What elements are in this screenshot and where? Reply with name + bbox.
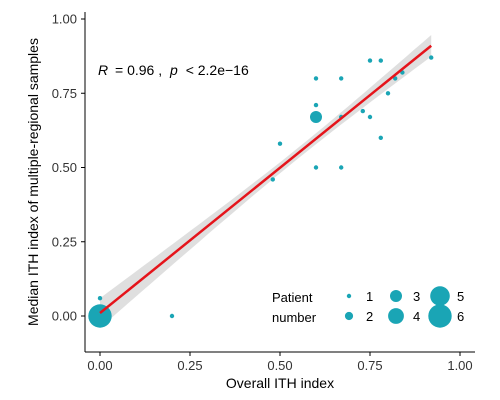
data-point <box>339 76 344 81</box>
data-point <box>393 76 398 81</box>
legend-label: 5 <box>457 289 464 304</box>
data-point <box>313 76 319 81</box>
r-value: = 0.96 , <box>115 62 162 78</box>
confidence-band <box>100 35 432 328</box>
data-point <box>367 114 373 120</box>
data-point <box>339 165 344 170</box>
legend: Patient number 1 2 3 4 5 6 <box>272 286 464 328</box>
data-point <box>270 177 275 182</box>
y-tick-label: 0.00 <box>52 309 77 324</box>
legend-label: 2 <box>366 309 373 324</box>
points-layer <box>88 55 434 328</box>
legend-label: 3 <box>413 289 420 304</box>
data-point <box>277 141 283 146</box>
y-tick-label: 0.50 <box>52 160 77 175</box>
data-point <box>360 108 365 114</box>
data-point <box>429 55 434 60</box>
p-label: p <box>169 62 178 78</box>
data-point <box>88 304 112 328</box>
legend-key <box>346 293 352 299</box>
r-label: R <box>98 62 108 78</box>
data-point <box>169 313 175 319</box>
data-point <box>378 135 383 140</box>
legend-label: 6 <box>457 309 464 324</box>
legend-title-line2: number <box>272 310 317 325</box>
data-point <box>310 111 322 123</box>
fit-line <box>99 44 432 315</box>
y-tick-label: 0.75 <box>52 86 77 101</box>
data-point <box>385 91 391 96</box>
x-tick-label: 0.50 <box>267 358 292 373</box>
y-tick-label: 0.25 <box>52 234 77 249</box>
x-tick-label: 0.75 <box>357 358 382 373</box>
data-point <box>313 165 319 170</box>
legend-label: 4 <box>413 309 420 324</box>
data-point <box>313 102 319 108</box>
y-axis-title: Median ITH index of multiple-regional sa… <box>25 38 41 326</box>
x-axis-title: Overall ITH index <box>226 375 334 391</box>
legend-key <box>344 311 354 321</box>
legend-key <box>428 304 452 328</box>
y-tick-label: 1.00 <box>52 12 77 27</box>
legend-key <box>390 290 402 302</box>
x-ticks: 0.00 0.25 0.50 0.75 1.00 <box>87 352 473 373</box>
x-tick-label: 1.00 <box>447 358 472 373</box>
legend-key <box>388 308 404 324</box>
legend-label: 1 <box>366 289 373 304</box>
data-point <box>367 58 373 63</box>
x-tick-label: 0.25 <box>177 358 202 373</box>
legend-key <box>430 286 450 306</box>
data-point <box>97 296 103 301</box>
legend-title-line1: Patient <box>272 290 313 305</box>
data-point <box>378 58 383 63</box>
x-tick-label: 0.00 <box>87 358 112 373</box>
correlation-annotation: R = 0.96 , p < 2.2e−16 <box>98 62 249 78</box>
p-value: < 2.2e−16 <box>186 62 249 78</box>
legend-items: 1 2 3 4 5 6 <box>344 286 464 328</box>
y-ticks: 0.00 0.25 0.50 0.75 1.00 <box>52 12 85 324</box>
